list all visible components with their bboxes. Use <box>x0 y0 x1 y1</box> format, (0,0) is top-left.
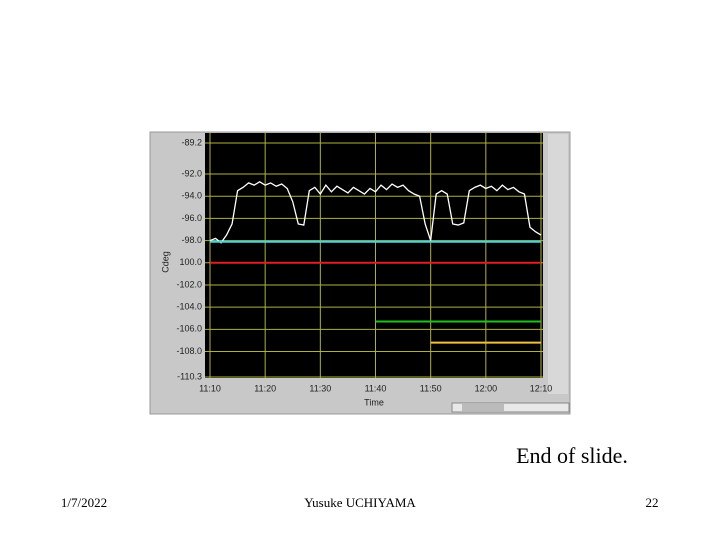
x-axis-label: Time <box>364 397 384 407</box>
scrollbar[interactable] <box>451 402 570 413</box>
y-axis-label: Cdeg <box>160 251 170 273</box>
x-tick-label: 12:00 <box>475 383 498 393</box>
footer-date: 1/7/2022 <box>61 495 107 510</box>
y-tick-label: -92.0 <box>181 168 202 178</box>
scroll-thumb[interactable] <box>462 404 504 411</box>
y-tick-label: -106.0 <box>176 324 202 334</box>
y-tick-label: -104.0 <box>176 302 202 312</box>
y-tick-label: -94.0 <box>181 191 202 201</box>
x-tick-label: 11:40 <box>365 383 387 393</box>
series-line <box>209 181 542 244</box>
x-tick-label: 11:50 <box>420 383 442 393</box>
x-tick-label: 11:20 <box>254 383 276 393</box>
y-tick-label: -98.0 <box>181 235 202 245</box>
slide-text: End of slide. <box>516 443 628 468</box>
y-tick-label: -108.0 <box>176 346 202 356</box>
plot-area <box>205 133 543 378</box>
x-tick-label: 11:10 <box>199 383 221 393</box>
x-tick-label: 11:30 <box>309 383 331 393</box>
y-tick-label: -102.0 <box>176 279 202 289</box>
panel-side <box>548 134 568 394</box>
footer-page: 22 <box>646 495 659 510</box>
y-tick-label: -110.3 <box>177 371 202 381</box>
y-tick-label: -89.2 <box>181 137 202 147</box>
y-tick-label: -96.0 <box>181 213 202 223</box>
x-tick-label: 12:10 <box>530 383 553 393</box>
footer-author: Yusuke UCHIYAMA <box>304 495 416 510</box>
y-tick-label: 100.0 <box>179 257 202 267</box>
